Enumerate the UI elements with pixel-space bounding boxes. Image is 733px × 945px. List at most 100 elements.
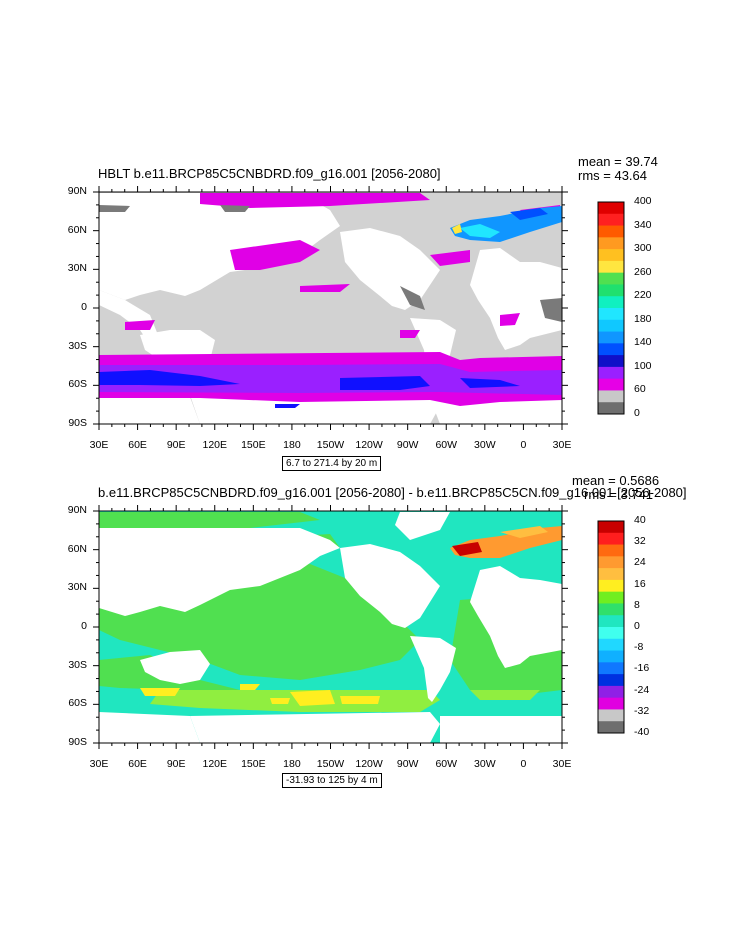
colorbar-swatch [598,579,624,593]
x-tick-label: 120E [202,758,228,770]
colorbar-swatch [598,237,624,250]
y-tick-label: 90S [68,417,87,429]
colorbar-label: 400 [634,195,652,207]
x-tick-label: 60W [435,439,458,451]
plot2-ticks [93,505,568,749]
colorbar-swatch [598,272,624,285]
colorbar-swatch [598,638,624,652]
colorbar-swatch [598,674,624,687]
colorbar-label: 220 [634,289,652,302]
y-tick-label: 60S [68,378,87,391]
plot1-map [98,191,563,425]
colorbar-frame [597,201,625,415]
colorbar-swatch [598,544,624,557]
colorbar-label: 8 [634,598,640,611]
colorbar-label: 260 [634,265,652,278]
colorbar-swatch [598,308,624,321]
colorbar-swatch [598,627,624,640]
x-tick-label: 30E [89,758,109,770]
colorbar-label: -8 [634,641,644,654]
x-tick-label: 30E [89,439,109,451]
plot1-northatlantic [450,206,562,242]
colorbar-label: 340 [634,218,652,231]
plot1-mean: mean = 39.74 [578,154,658,169]
colorbar-swatch [598,697,624,710]
colorbar-label: 300 [634,242,652,255]
colorbar-swatch [598,213,624,227]
x-tick-label: 90W [396,439,419,451]
x-tick-label: 120W [355,439,383,451]
y-tick-label: 90S [68,736,87,748]
y-tick-label: 60N [67,223,87,236]
x-tick-label: 90E [166,439,186,451]
colorbar-swatch [598,343,624,356]
y-tick-label: 0 [81,620,87,632]
x-tick-label: 30W [474,439,496,451]
colorbar-label: -24 [634,683,650,696]
colorbar-label: 60 [634,383,646,396]
colorbar-swatch [598,202,624,215]
colorbar-label: 0 [634,620,640,632]
colorbar-swatch [598,355,624,368]
y-tick-label: 30N [67,262,87,275]
colorbar-swatch [598,331,624,344]
colorbar-swatch [598,521,624,534]
colorbar-swatch [598,603,624,616]
colorbar-label: -32 [634,704,650,717]
x-tick-label: 150E [241,439,266,451]
plot2-info-box: -31.93 to 125 by 4 m [282,773,382,788]
colorbar-swatch [598,556,624,569]
colorbar-swatch [598,284,624,297]
y-tick-label: 90N [67,504,87,516]
plot1-ticks [93,186,568,430]
y-tick-label: 30N [67,581,87,594]
x-tick-label: 150W [316,439,345,451]
colorbar-swatch [598,319,624,333]
plot2-land [99,512,562,743]
x-tick-label: 60W [435,758,458,770]
plot2-rms: rms = 3.741 [584,487,654,502]
colorbar-label: 180 [634,312,652,325]
x-tick-label: 120W [355,758,383,770]
x-tick-label: 60E [128,439,147,451]
plot2-lightgreen [150,690,540,712]
colorbar-label: -40 [634,726,650,738]
colorbar-label: 100 [634,359,652,372]
y-tick-label: 60S [68,697,87,710]
colorbar-swatch [598,402,624,415]
colorbar-label: 0 [634,407,640,419]
colorbar-swatch [598,568,624,581]
colorbar-label: 40 [634,514,646,526]
y-tick-label: 30S [68,658,87,671]
x-tick-label: 0 [520,758,527,770]
x-tick-label: 180 [283,439,301,451]
plot1-blue [99,370,520,408]
plot1-info-box: 6.7 to 271.4 by 20 m [282,456,382,471]
plot2-colorbar [597,520,625,734]
colorbar-swatch [598,662,624,675]
x-tick-label: 120E [202,439,228,451]
plot2-mean: mean = 0.5686 [572,473,660,488]
x-tick-label: 150W [316,758,345,770]
plot2-map [98,510,563,744]
colorbar-swatch [598,721,624,734]
colorbar-swatch [598,685,624,699]
colorbar-label: -16 [634,662,650,675]
plot1-purple [99,364,562,395]
x-tick-label: 30W [474,758,496,770]
plot1-colorbar [597,201,625,415]
colorbar-swatch [598,378,624,391]
x-tick-label: 60E [128,758,147,770]
y-tick-label: 90N [67,185,87,197]
colorbar-swatch [598,532,624,546]
colorbar-swatch [598,366,624,380]
plot2-yellow [140,684,380,706]
colorbar-swatch [598,296,624,309]
plot1-rms: rms = 43.64 [578,168,648,183]
x-tick-label: 90E [166,758,186,770]
colorbar-label: 24 [634,556,646,569]
plot2-northatlantic [450,526,562,558]
colorbar-label: 16 [634,577,646,590]
